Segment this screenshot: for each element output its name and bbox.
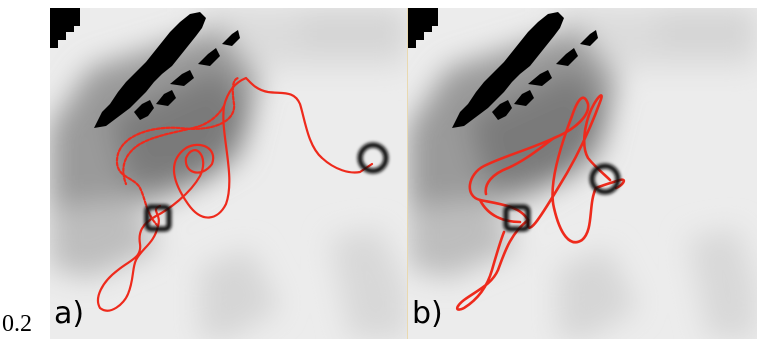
trajectory — [455, 94, 626, 311]
start-marker — [503, 204, 531, 232]
page-number: 0.2 — [2, 311, 32, 337]
start-marker — [144, 204, 172, 232]
panel-a-map — [50, 8, 407, 339]
panel-a-label: a) — [54, 296, 85, 331]
panel-b-map — [408, 8, 757, 339]
panel-divider — [407, 8, 408, 339]
goal-marker — [589, 163, 621, 195]
obstacle-region — [50, 8, 240, 128]
panel-b-label: b) — [412, 296, 443, 331]
panel-a: a) — [50, 8, 407, 339]
panel-b: b) — [408, 8, 757, 339]
obstacle-region — [408, 8, 598, 128]
goal-marker — [357, 142, 389, 174]
trajectory — [96, 76, 374, 312]
